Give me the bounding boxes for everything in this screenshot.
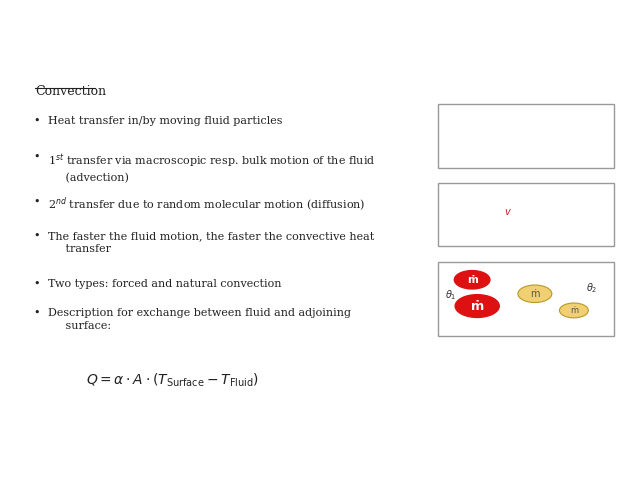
Bar xyxy=(438,262,614,336)
Text: ṁ: ṁ xyxy=(470,300,484,312)
Text: •: • xyxy=(34,279,40,289)
Text: $Q = \alpha \cdot A \cdot (T_{\mathrm{Surface}} - T_{\mathrm{Fluid}})$: $Q = \alpha \cdot A \cdot (T_{\mathrm{Su… xyxy=(86,372,259,389)
Text: 1$^{st}$ transfer via macroscopic resp. bulk motion of the fluid
     (advection: 1$^{st}$ transfer via macroscopic resp. … xyxy=(48,152,375,183)
Circle shape xyxy=(559,303,588,318)
Text: $\theta_1$: $\theta_1$ xyxy=(445,288,456,301)
Text: Folie 6 von 50: Folie 6 von 50 xyxy=(531,457,595,467)
Text: The faster the fluid motion, the faster the convective heat
     transfer: The faster the fluid motion, the faster … xyxy=(48,231,374,254)
Text: BAUKLIMATIK: BAUKLIMATIK xyxy=(548,35,596,40)
Text: ṁ: ṁ xyxy=(570,306,578,315)
Text: TU Dresden, 23.04.2020: TU Dresden, 23.04.2020 xyxy=(10,457,118,467)
Text: v: v xyxy=(504,206,510,216)
Text: •: • xyxy=(34,308,40,318)
Circle shape xyxy=(454,271,490,289)
Text: $\theta_2$: $\theta_2$ xyxy=(586,282,597,295)
Text: ṁ: ṁ xyxy=(467,275,477,285)
Bar xyxy=(438,183,614,246)
Text: •: • xyxy=(34,152,40,162)
Circle shape xyxy=(518,285,552,302)
Text: Two types: forced and natural convection: Two types: forced and natural convection xyxy=(48,279,282,289)
Text: 2$^{nd}$ transfer due to random molecular motion (diffusion): 2$^{nd}$ transfer due to random molecula… xyxy=(48,196,365,215)
Bar xyxy=(438,104,614,168)
Text: Heat transfer in/by moving fluid particles: Heat transfer in/by moving fluid particl… xyxy=(48,116,282,126)
Text: NST TUT FÜR: NST TUT FÜR xyxy=(550,14,596,19)
Text: ACCESS – Lecture 2 Heat Transfer: ACCESS – Lecture 2 Heat Transfer xyxy=(244,457,396,467)
Circle shape xyxy=(455,295,499,317)
Text: ṁ: ṁ xyxy=(530,289,540,299)
Text: •: • xyxy=(34,196,40,206)
Text: •: • xyxy=(34,231,40,241)
Text: Description for exchange between fluid and adjoining
     surface:: Description for exchange between fluid a… xyxy=(48,308,351,331)
Text: Convection: Convection xyxy=(35,85,106,98)
Text: •: • xyxy=(34,116,40,126)
Text: Heat Transfer in General: Transfer Types: Heat Transfer in General: Transfer Types xyxy=(32,21,456,39)
